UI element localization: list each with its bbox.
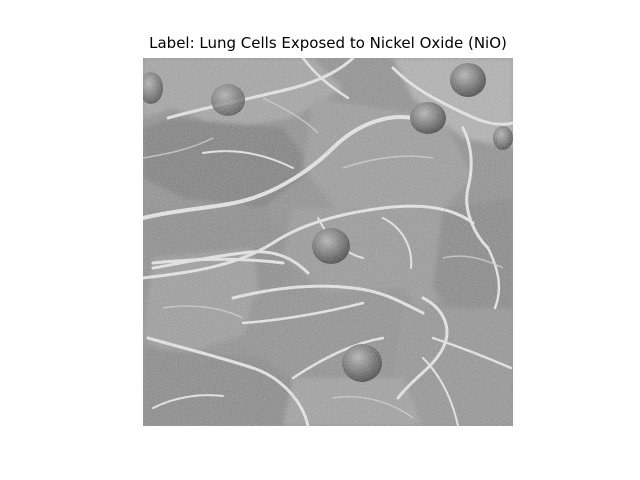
micrograph-image bbox=[143, 58, 513, 426]
figure-title: Label: Lung Cells Exposed to Nickel Oxid… bbox=[149, 34, 507, 52]
micrograph-drawing bbox=[143, 58, 513, 426]
grain-texture bbox=[143, 58, 513, 426]
